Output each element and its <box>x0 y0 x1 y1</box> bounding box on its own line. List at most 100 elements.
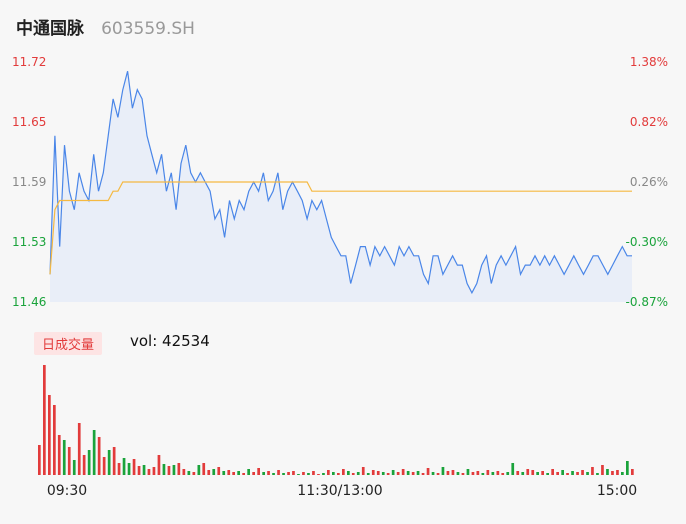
volume-bar <box>596 473 599 475</box>
volume-legend-badge[interactable]: 日成交量 <box>34 332 103 355</box>
volume-bar <box>62 440 66 475</box>
volume-bar <box>97 437 101 475</box>
volume-bar <box>366 473 370 475</box>
volume-bar <box>361 467 365 475</box>
volume-bar <box>152 467 156 475</box>
volume-bar <box>177 463 181 475</box>
volume-bar <box>222 471 226 475</box>
volume-bar <box>82 455 86 475</box>
volume-bar <box>496 471 500 475</box>
volume-bar <box>67 447 71 475</box>
volume-value: vol: 42534 <box>130 332 210 350</box>
volume-bar <box>571 471 574 475</box>
volume-bar <box>541 471 544 475</box>
volume-bar <box>616 470 619 475</box>
volume-bar <box>192 472 196 475</box>
volume-bar <box>556 472 559 475</box>
volume-bar <box>182 469 186 475</box>
volume-bar <box>446 471 450 475</box>
volume-bar <box>511 463 515 475</box>
volume-bar <box>302 472 305 475</box>
volume-bar <box>197 465 201 475</box>
volume-bar <box>396 472 400 475</box>
volume-bar <box>167 466 171 475</box>
volume-bar <box>297 474 300 475</box>
volume-bar <box>566 473 569 475</box>
volume-bar <box>142 465 146 475</box>
volume-bar <box>601 465 604 475</box>
volume-bar <box>72 460 76 475</box>
volume-bar <box>292 471 295 475</box>
volume-bar <box>516 471 520 475</box>
volume-bar <box>491 472 495 475</box>
volume-bar <box>521 472 525 475</box>
volume-bar <box>606 469 609 475</box>
volume-bar <box>451 470 455 475</box>
y-right-tick-label: -0.87% <box>626 295 668 309</box>
volume-bar <box>172 465 176 475</box>
volume-bar <box>531 470 535 475</box>
volume-bar <box>57 435 61 475</box>
volume-bar <box>53 405 56 475</box>
volume-bar <box>287 472 290 475</box>
volume-bar <box>282 473 285 475</box>
volume-bar <box>232 472 235 475</box>
volume-bar <box>307 473 310 475</box>
volume-bar <box>242 473 245 475</box>
volume-bar <box>207 470 211 475</box>
volume-bar <box>187 471 191 475</box>
volume-bar <box>137 466 141 475</box>
volume-bar <box>486 470 490 475</box>
volume-bar <box>342 469 345 475</box>
volume-bar <box>38 445 41 475</box>
volume-bar <box>132 459 136 475</box>
volume-bar <box>631 469 634 475</box>
volume-bar <box>551 469 554 475</box>
volume-bar <box>112 447 116 475</box>
volume-bar <box>257 468 260 475</box>
volume-bar <box>391 470 395 475</box>
volume-bar <box>546 473 549 475</box>
price-chart: 11.72 11.65 11.59 11.53 11.46 1.38% 0.82% 0.26%… <box>12 55 668 309</box>
volume-bar <box>431 472 435 475</box>
volume-bar <box>147 469 151 475</box>
volume-bar <box>252 472 255 475</box>
volume-bar <box>92 430 96 475</box>
volume-bar <box>506 472 510 475</box>
volume-bar <box>611 471 614 475</box>
volume-bar <box>347 471 350 475</box>
volume-chart: 09:30 11:30/13:00 15:00 <box>38 365 637 499</box>
volume-bar <box>421 473 425 475</box>
stock-code: 603559.SH <box>101 19 195 39</box>
volume-bar <box>351 473 355 475</box>
y-left-tick-label: 11.59 <box>12 175 46 189</box>
y-left-tick-label: 11.65 <box>12 115 46 129</box>
volume-bar <box>581 470 584 475</box>
y-left-tick-label: 11.53 <box>12 235 46 249</box>
volume-bar <box>102 457 106 475</box>
volume-bar <box>411 472 415 475</box>
volume-bar <box>586 472 589 475</box>
volume-bar <box>272 473 275 475</box>
volume-bar <box>117 463 121 475</box>
x-tick-label: 11:30/13:00 <box>297 483 382 499</box>
x-tick-label: 15:00 <box>597 483 637 499</box>
title-bar: 中通国脉 603559.SH <box>16 14 195 39</box>
volume-bar <box>212 469 216 475</box>
volume-bar <box>481 473 485 475</box>
volume-bar <box>327 470 330 475</box>
volume-bar <box>386 473 390 475</box>
volume-bar <box>317 474 320 475</box>
y-right-tick-label: 0.26% <box>630 175 668 189</box>
volume-bar <box>441 467 445 475</box>
volume-bar <box>376 471 380 475</box>
y-right-tick-label: -0.30% <box>626 235 668 249</box>
volume-bar <box>416 471 420 475</box>
volume-bar <box>157 455 161 475</box>
volume-bar <box>461 473 465 475</box>
volume-bar <box>426 468 430 475</box>
volume-bar <box>591 467 594 475</box>
y-right-tick-label: 1.38% <box>630 55 668 69</box>
volume-bar <box>332 472 335 475</box>
